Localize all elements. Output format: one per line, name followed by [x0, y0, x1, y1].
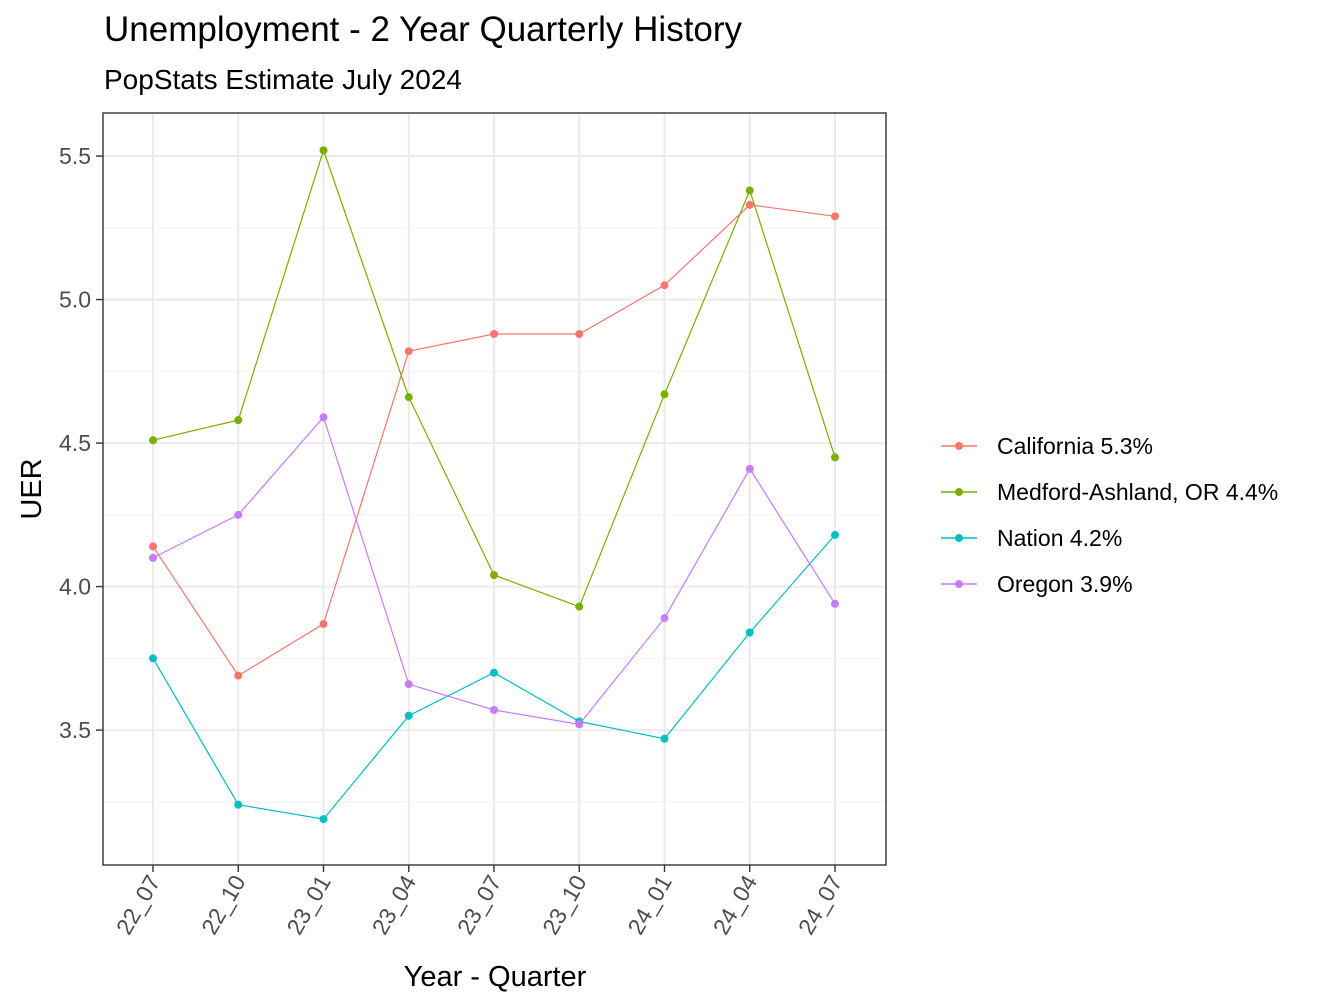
legend-key-point — [955, 488, 963, 496]
data-point — [149, 542, 157, 551]
x-tick-label: 24_01 — [622, 871, 677, 939]
data-point — [319, 619, 328, 628]
data-point — [831, 530, 839, 539]
data-point — [319, 413, 328, 422]
legend-key-point — [955, 442, 963, 450]
y-tick-label: 3.5 — [59, 717, 91, 743]
y-axis-title: UER — [16, 458, 48, 519]
legend-label: Oregon 3.9% — [997, 571, 1133, 597]
y-tick-label: 4.5 — [59, 430, 91, 456]
data-point — [319, 815, 328, 824]
x-tick-label: 24_07 — [793, 871, 848, 939]
data-point — [149, 654, 157, 663]
x-axis-title: Year - Quarter — [404, 961, 587, 993]
legend-key-point — [955, 534, 963, 542]
data-point — [745, 200, 754, 209]
legend-label: Medford-Ashland, OR 4.4% — [997, 479, 1278, 505]
y-tick-label: 5.0 — [59, 287, 91, 313]
y-tick-label: 4.0 — [59, 574, 91, 600]
data-point — [490, 668, 498, 677]
data-point — [404, 393, 413, 402]
data-point — [660, 281, 669, 290]
data-point — [575, 330, 584, 339]
data-point — [660, 734, 669, 743]
axis-layer: 3.5 4.0 4.5 5.0 5.5 22_07 22_10 23_01 23_04 23_07… — [59, 143, 847, 939]
data-point — [234, 800, 243, 809]
data-point — [745, 464, 754, 473]
legend: California 5.3% Medford-Ashland, OR 4.4% N… — [941, 433, 1278, 597]
data-point — [149, 436, 157, 445]
chart-subtitle: PopStats Estimate July 2024 — [104, 64, 462, 95]
data-point — [490, 571, 498, 580]
data-point — [660, 614, 669, 623]
data-point — [831, 453, 839, 462]
data-point — [234, 671, 243, 680]
grid-layer — [103, 113, 886, 865]
series-layer — [149, 146, 839, 824]
data-point — [575, 720, 584, 729]
data-point — [575, 602, 584, 611]
data-point — [404, 680, 413, 689]
y-tick-label: 5.5 — [59, 143, 91, 169]
x-tick-label: 22_07 — [111, 871, 166, 939]
x-tick-label: 23_07 — [452, 871, 507, 939]
data-point — [831, 212, 839, 221]
chart-title: Unemployment - 2 Year Quarterly History — [104, 10, 743, 49]
data-point — [660, 390, 669, 399]
data-point — [490, 706, 498, 715]
data-point — [404, 711, 413, 720]
data-point — [319, 146, 328, 155]
data-point — [490, 330, 498, 339]
data-point — [234, 510, 243, 519]
legend-label: California 5.3% — [997, 433, 1153, 459]
data-point — [745, 628, 754, 637]
data-point — [234, 416, 243, 425]
x-tick-label: 23_04 — [367, 870, 422, 939]
x-tick-label: 23_01 — [281, 871, 336, 939]
legend-label: Nation 4.2% — [997, 525, 1122, 551]
data-point — [745, 186, 754, 195]
x-tick-label: 24_04 — [708, 870, 763, 939]
data-point — [149, 553, 157, 562]
legend-key-point — [955, 580, 963, 588]
data-point — [831, 599, 839, 608]
data-point — [404, 347, 413, 356]
x-tick-label: 22_10 — [196, 871, 251, 939]
x-tick-label: 23_10 — [537, 871, 592, 939]
